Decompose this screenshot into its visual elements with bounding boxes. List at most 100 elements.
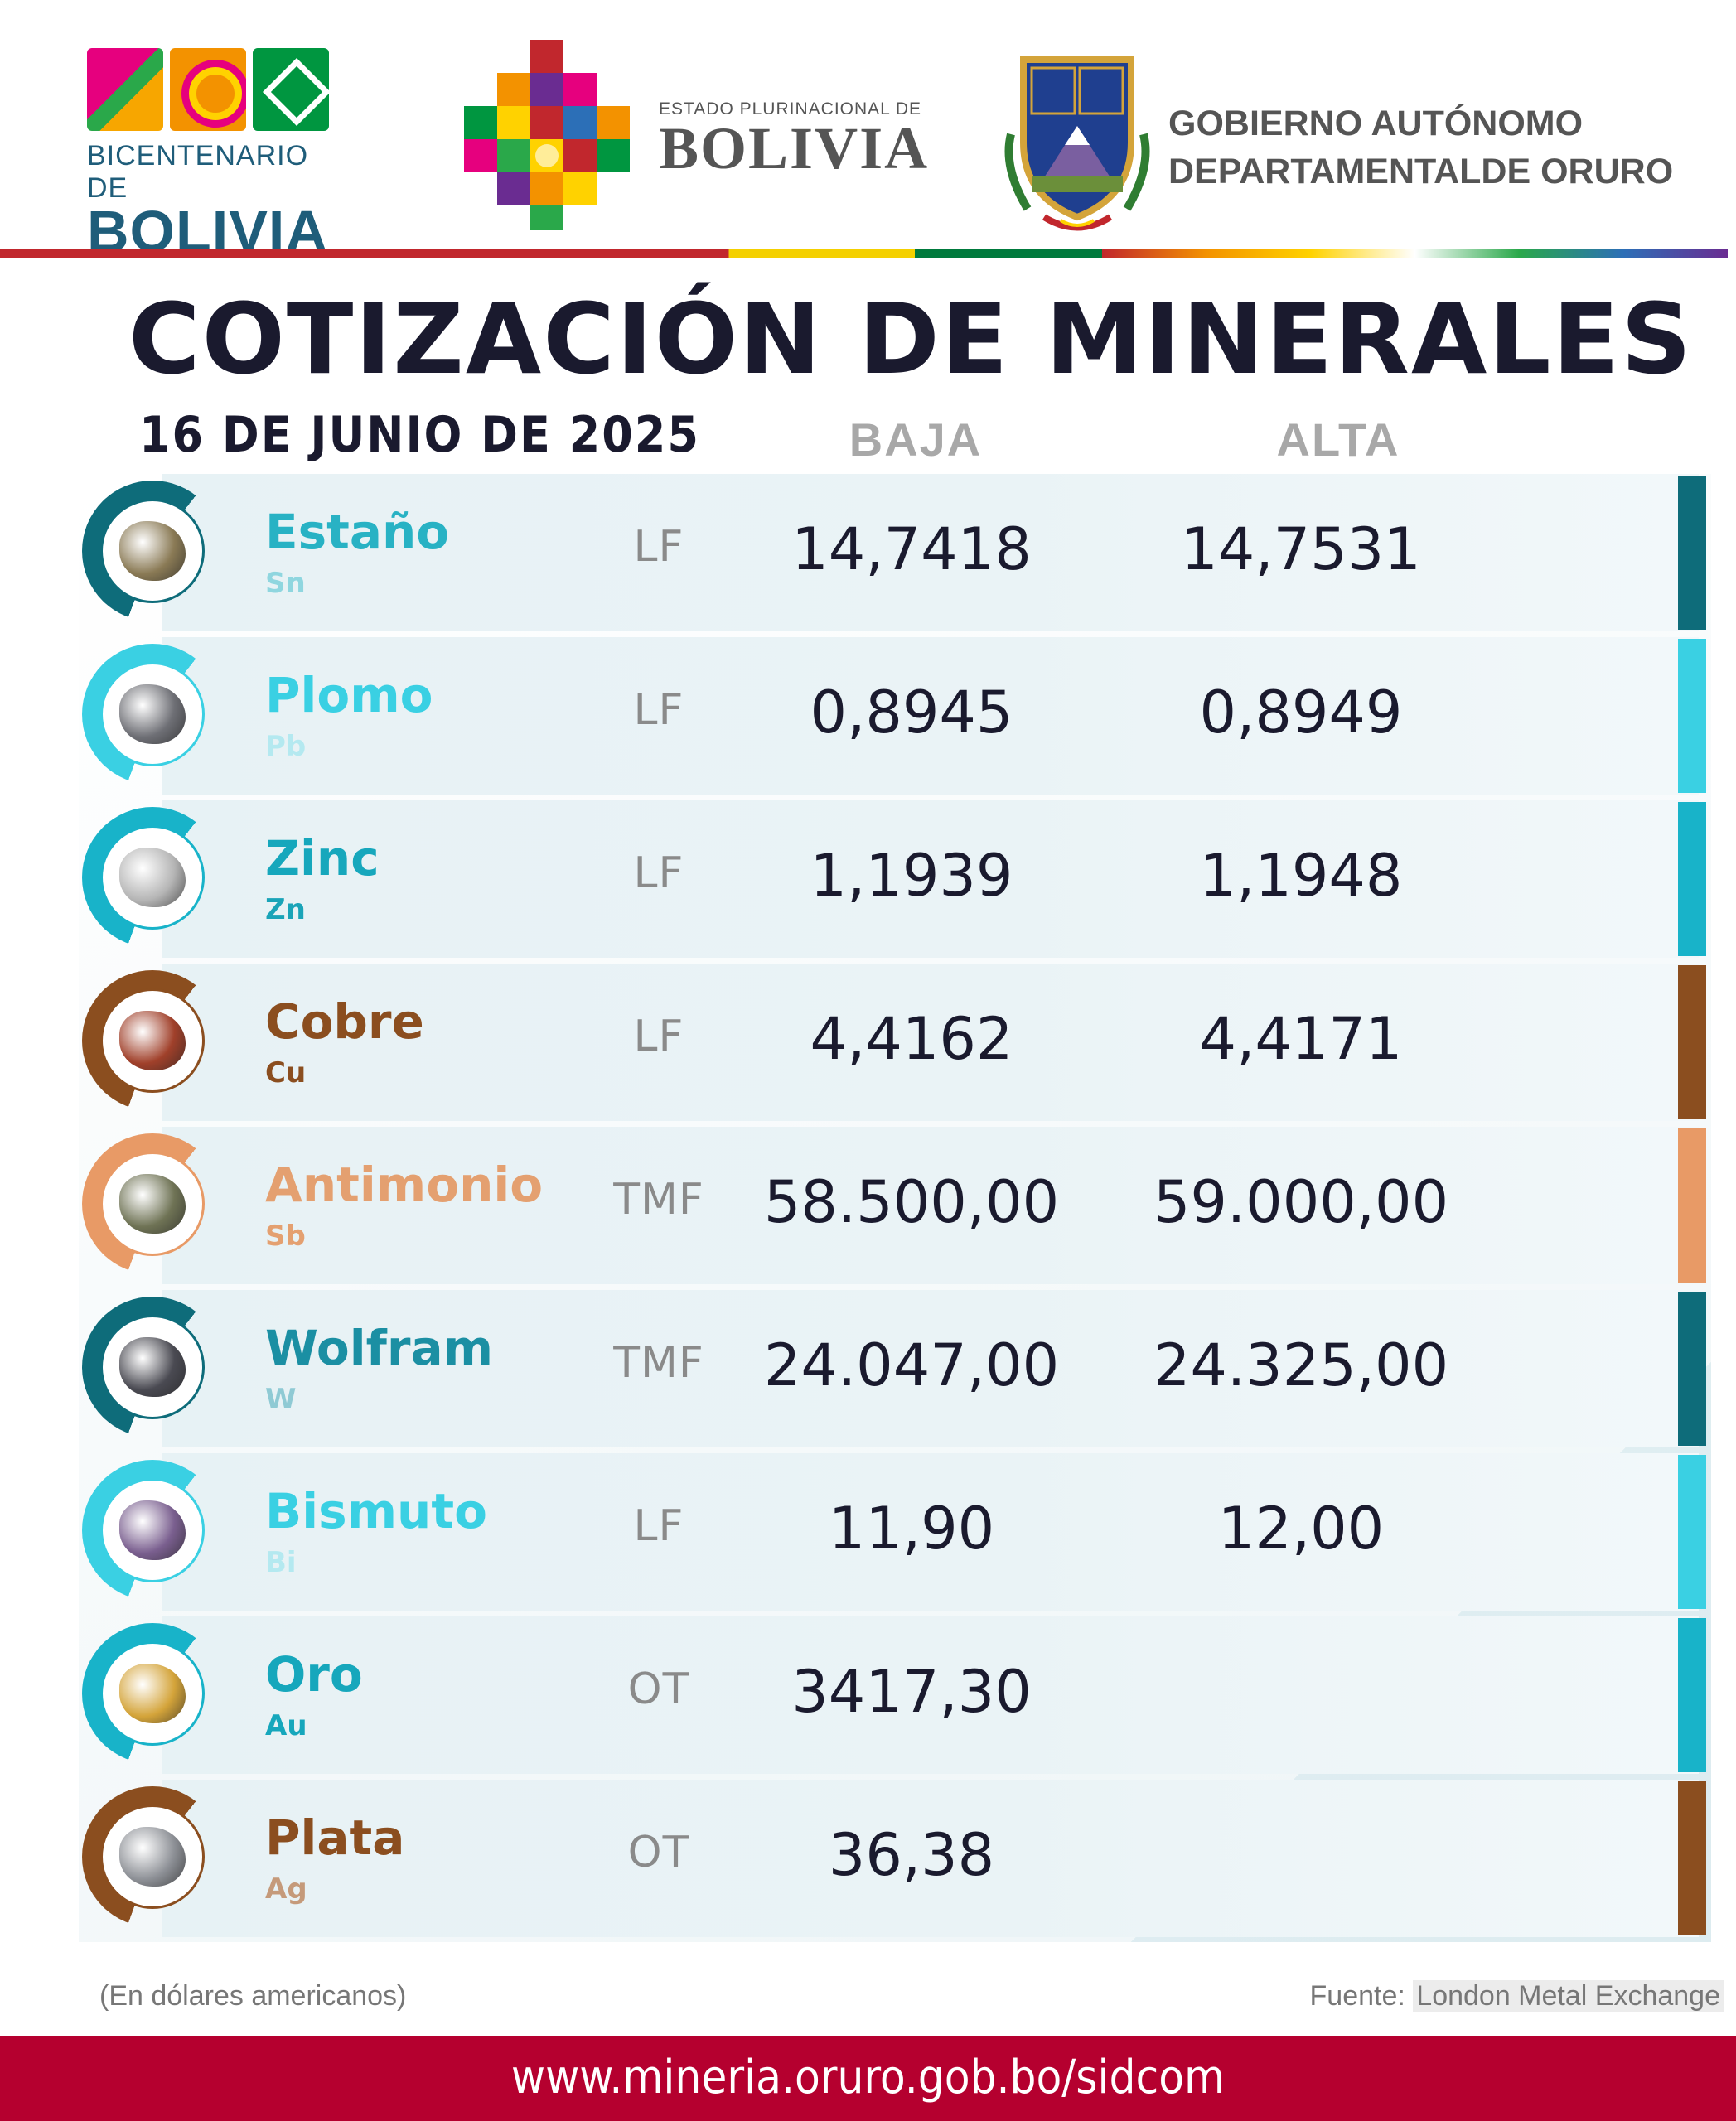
mineral-name: Wolfram — [265, 1320, 494, 1376]
bicentenario-emblem — [87, 48, 344, 135]
table-row: Cobre Cu LF 4,4162 4,4171 — [79, 964, 1711, 1121]
mineral-image-ring — [82, 970, 223, 1111]
mineral-rock-icon — [119, 1827, 186, 1887]
table-row: Estaño Sn LF 14,7418 14,7531 — [79, 474, 1711, 631]
table-row: Plomo Pb LF 0,8945 0,8949 — [79, 637, 1711, 795]
price-alta: 4,4171 — [1199, 1005, 1403, 1073]
mineral-name: Antimonio — [265, 1157, 544, 1213]
column-header-baja: BAJA — [849, 413, 983, 466]
estado-small-text: ESTADO PLURINACIONAL DE — [659, 99, 922, 118]
row-background — [162, 1290, 1699, 1447]
mineral-symbol: Cu — [265, 1056, 307, 1089]
mineral-unit: OT — [627, 1828, 690, 1877]
row-accent-bar — [1678, 1292, 1706, 1446]
row-background — [162, 637, 1699, 795]
price-baja: 4,4162 — [810, 1005, 1013, 1073]
mineral-image-ring — [82, 481, 223, 621]
mineral-unit: OT — [627, 1664, 690, 1714]
table-row: Plata Ag OT 36,38 — [79, 1780, 1711, 1937]
mineral-unit: LF — [633, 685, 684, 735]
minerals-table: Estaño Sn LF 14,7418 14,7531 Plomo Pb LF 0,8945 0… — [79, 474, 1711, 1942]
row-accent-bar — [1678, 1455, 1706, 1609]
mineral-name: Zinc — [265, 830, 380, 887]
mineral-symbol: W — [265, 1383, 297, 1416]
mineral-unit: LF — [633, 1012, 684, 1061]
mineral-image-ring — [82, 807, 223, 948]
price-baja: 0,8945 — [810, 679, 1013, 746]
estado-plurinacional-logo: ESTADO PLURINACIONAL DE BOLIVIA — [452, 40, 927, 230]
price-alta: 24.325,00 — [1153, 1331, 1449, 1399]
mineral-image-ring — [82, 1460, 223, 1601]
header: BICENTENARIO DE BOLIVIA — [0, 0, 1736, 260]
mineral-rock-icon — [119, 1664, 186, 1723]
table-row: Oro Au OT 3417,30 — [79, 1616, 1711, 1774]
column-header-alta: ALTA — [1276, 413, 1400, 466]
table-row: Antimonio Sb TMF 58.500,00 59.000,00 — [79, 1127, 1711, 1284]
price-alta: 14,7531 — [1181, 515, 1421, 583]
bicentenario-top-text: BICENTENARIO DE — [87, 140, 309, 204]
bicentenario-logo: BICENTENARIO DE BOLIVIA — [87, 48, 344, 260]
mineral-name: Cobre — [265, 993, 424, 1050]
row-background — [162, 1780, 1699, 1937]
row-accent-bar — [1678, 476, 1706, 630]
row-accent-bar — [1678, 639, 1706, 793]
row-accent-bar — [1678, 1618, 1706, 1772]
mineral-symbol: Bi — [265, 1546, 297, 1579]
price-baja: 24.047,00 — [763, 1331, 1060, 1399]
mineral-name: Plata — [265, 1809, 405, 1866]
estado-mosaic-emblem — [452, 40, 642, 230]
oruro-line-1: GOBIERNO AUTÓNOMO — [1168, 104, 1584, 143]
mineral-unit: LF — [633, 848, 684, 898]
mineral-unit: LF — [633, 1501, 684, 1551]
mineral-image-ring — [82, 1133, 223, 1274]
price-baja: 36,38 — [828, 1821, 995, 1889]
mineral-rock-icon — [119, 1500, 186, 1560]
mineral-name: Estaño — [265, 504, 450, 560]
row-background — [162, 800, 1699, 958]
mineral-unit: TMF — [613, 1175, 704, 1225]
currency-note: (En dólares americanos) — [99, 1980, 407, 2012]
mineral-rock-icon — [119, 848, 186, 907]
table-row: Zinc Zn LF 1,1939 1,1948 — [79, 800, 1711, 958]
mineral-rock-icon — [119, 684, 186, 744]
row-background — [162, 1127, 1699, 1284]
mineral-symbol: Zn — [265, 893, 306, 926]
mineral-symbol: Au — [265, 1709, 307, 1742]
source-name: London Metal Exchange — [1413, 1980, 1724, 2012]
oruro-coat-of-arms-icon — [994, 43, 1160, 234]
mineral-symbol: Sn — [265, 567, 306, 600]
source-credit: Fuente: London Metal Exchange — [1310, 1980, 1724, 2012]
mineral-symbol: Pb — [265, 730, 307, 763]
mineral-unit: LF — [633, 522, 684, 572]
price-baja: 1,1939 — [810, 842, 1013, 910]
price-alta: 1,1948 — [1199, 842, 1403, 910]
row-background — [162, 964, 1699, 1121]
mineral-rock-icon — [119, 521, 186, 581]
table-row: Wolfram W TMF 24.047,00 24.325,00 — [79, 1290, 1711, 1447]
row-accent-bar — [1678, 802, 1706, 956]
quote-date: 16 DE JUNIO DE 2025 — [139, 406, 700, 464]
price-alta: 59.000,00 — [1153, 1168, 1449, 1236]
mineral-name: Oro — [265, 1646, 363, 1703]
price-baja: 11,90 — [828, 1495, 995, 1563]
row-accent-bar — [1678, 965, 1706, 1119]
mineral-image-ring — [82, 1786, 223, 1927]
page-title: COTIZACIÓN DE MINERALES — [128, 282, 1694, 396]
row-accent-bar — [1678, 1128, 1706, 1283]
mineral-image-ring — [82, 1297, 223, 1437]
gobierno-oruro-logo: GOBIERNO AUTÓNOMO DEPARTAMENTALDE ORURO — [994, 43, 1674, 234]
flag-stripe-red — [0, 249, 547, 258]
website-link[interactable]: www.mineria.oruro.gob.bo/sidcom — [510, 2051, 1226, 2104]
mineral-rock-icon — [119, 1174, 186, 1234]
mineral-rock-icon — [119, 1011, 186, 1070]
estado-big-text: BOLIVIA — [659, 115, 930, 181]
mineral-rock-icon — [119, 1337, 186, 1397]
mineral-symbol: Ag — [265, 1872, 307, 1906]
oruro-line-2: DEPARTAMENTALDE ORURO — [1168, 152, 1674, 191]
flag-stripe-bolivia — [543, 249, 1106, 258]
mineral-image-ring — [82, 644, 223, 785]
price-baja: 58.500,00 — [763, 1168, 1060, 1236]
mineral-symbol: Sb — [265, 1220, 306, 1253]
price-baja: 3417,30 — [791, 1658, 1032, 1726]
mineral-name: Bismuto — [265, 1483, 487, 1539]
